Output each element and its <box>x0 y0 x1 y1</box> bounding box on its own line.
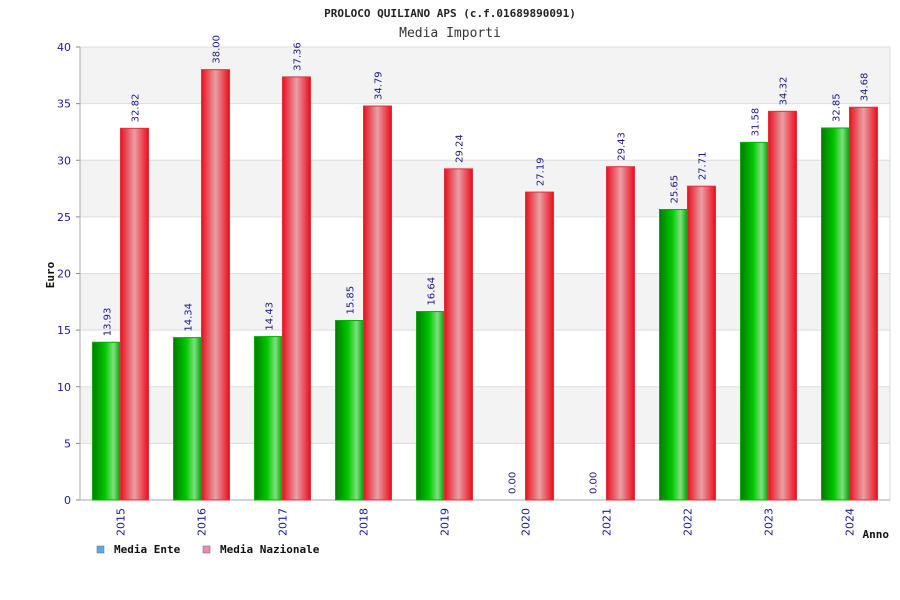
x-tick-label: 2016 <box>196 508 209 536</box>
data-label: 29.43 <box>617 132 628 161</box>
chart-subtitle: Media Importi <box>399 26 501 41</box>
x-axis-ticks: 2015 2016 2017 2018 2019 2020 2021 2022 2023 2024 <box>115 508 857 536</box>
bar-media-ente <box>821 127 850 501</box>
legend-swatch-media-nazionale <box>202 545 211 554</box>
bar-media-nazionale <box>768 110 797 501</box>
bar-media-ente <box>335 319 364 501</box>
x-tick-label: 2015 <box>115 508 128 536</box>
data-labels: 13.93 32.82 14.34 38.00 14.43 37.36 15.85 34.79… <box>103 35 871 494</box>
data-label: 16.64 <box>427 277 438 306</box>
y-tick-label: 20 <box>57 268 71 281</box>
bar-media-nazionale <box>363 105 392 501</box>
y-tick-label: 40 <box>57 41 71 54</box>
x-tick-label: 2019 <box>439 508 452 536</box>
bars <box>92 69 878 501</box>
legend-label-media-nazionale: Media Nazionale <box>220 543 320 556</box>
data-label: 13.93 <box>103 308 114 337</box>
legend: Media Ente Media Nazionale <box>96 543 320 556</box>
data-label: 32.82 <box>131 94 142 123</box>
bar-media-nazionale <box>201 69 230 501</box>
data-label: 29.24 <box>455 134 466 163</box>
bar-media-ente <box>173 337 202 501</box>
legend-swatch-media-ente <box>96 545 105 554</box>
y-tick-label: 25 <box>57 211 71 224</box>
y-tick-label: 30 <box>57 154 71 167</box>
data-label: 32.85 <box>832 93 843 122</box>
x-tick-label: 2020 <box>520 508 533 536</box>
data-label: 37.36 <box>293 42 304 71</box>
data-label: 27.71 <box>698 152 709 181</box>
x-tick-label: 2023 <box>763 508 776 536</box>
bar-media-ente <box>659 209 688 501</box>
y-tick-label: 5 <box>64 437 71 450</box>
x-axis-title: Anno <box>863 528 890 541</box>
x-tick-label: 2022 <box>682 508 695 536</box>
bar-media-nazionale <box>849 106 878 501</box>
y-tick-label: 15 <box>57 324 71 337</box>
x-tick-label: 2018 <box>358 508 371 536</box>
data-label: 31.58 <box>751 108 762 137</box>
bar-media-nazionale <box>687 185 716 501</box>
y-axis-title: Euro <box>44 261 57 288</box>
bar-media-nazionale <box>282 76 311 501</box>
bar-media-ente <box>254 336 283 501</box>
x-tick-label: 2017 <box>277 508 290 536</box>
legend-label-media-ente: Media Ente <box>114 543 181 556</box>
y-tick-label: 0 <box>64 494 71 507</box>
bar-media-ente <box>740 141 769 501</box>
chart-title: PROLOCO QUILIANO APS (c.f.01689890091) <box>324 7 576 20</box>
bar-media-ente <box>416 311 445 501</box>
data-label: 34.79 <box>374 71 385 100</box>
y-tick-label: 35 <box>57 98 71 111</box>
bar-media-nazionale <box>606 166 635 501</box>
data-label: 14.34 <box>184 303 195 332</box>
x-tick-label: 2024 <box>844 508 857 536</box>
bar-media-ente <box>92 341 121 501</box>
data-label: 34.32 <box>779 77 790 106</box>
data-label: 27.19 <box>536 157 547 186</box>
bar-media-nazionale <box>444 168 473 501</box>
y-tick-label: 10 <box>57 381 71 394</box>
data-label: 38.00 <box>212 35 223 64</box>
data-label: 15.85 <box>346 286 357 315</box>
bar-media-nazionale <box>120 127 149 501</box>
data-label: 14.43 <box>265 302 276 331</box>
data-label: 0.00 <box>589 472 600 494</box>
data-label: 34.68 <box>860 73 871 102</box>
bar-media-nazionale <box>525 191 554 501</box>
x-tick-label: 2021 <box>601 508 614 536</box>
data-label: 25.65 <box>670 175 681 204</box>
data-label: 0.00 <box>508 472 519 494</box>
